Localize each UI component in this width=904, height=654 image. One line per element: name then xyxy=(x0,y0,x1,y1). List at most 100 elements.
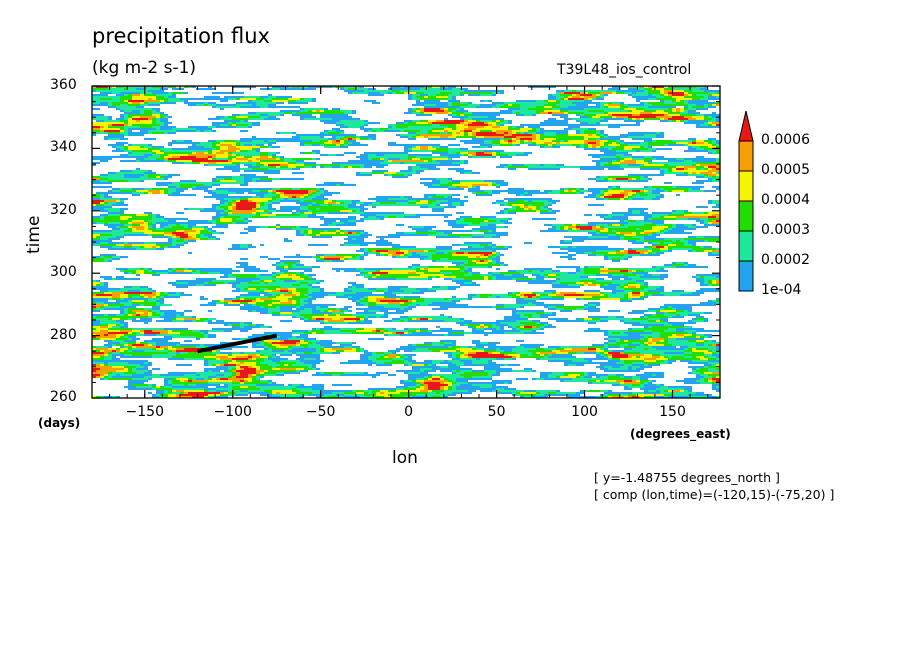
field-cell xyxy=(288,364,292,366)
field-cell xyxy=(536,106,544,108)
field-cell xyxy=(268,106,300,108)
field-cell xyxy=(544,134,556,136)
field-cell xyxy=(108,346,112,348)
field-cell xyxy=(696,94,708,96)
field-cell xyxy=(268,140,276,142)
field-cell xyxy=(716,118,720,120)
field-cell xyxy=(156,120,160,122)
field-cell xyxy=(620,258,624,260)
field-cell xyxy=(348,282,356,284)
field-cell xyxy=(220,216,224,218)
field-cell xyxy=(596,114,608,116)
field-cell xyxy=(428,86,432,88)
field-cell xyxy=(476,152,484,154)
field-cell xyxy=(612,230,616,232)
field-cell xyxy=(496,124,500,126)
field-cell xyxy=(344,306,352,308)
field-cell xyxy=(252,156,260,158)
field-cell xyxy=(168,142,200,144)
field-cell xyxy=(304,320,320,322)
field-cell xyxy=(412,94,420,96)
field-cell xyxy=(332,86,336,88)
field-cell xyxy=(232,114,240,116)
field-cell xyxy=(680,360,692,362)
field-cell xyxy=(284,294,296,296)
field-cell xyxy=(704,340,708,342)
field-cell xyxy=(668,362,672,364)
field-cell xyxy=(120,114,124,116)
field-cell xyxy=(372,170,388,172)
field-cell xyxy=(124,308,128,310)
field-cell xyxy=(124,270,136,272)
field-cell xyxy=(100,194,104,196)
field-cell xyxy=(312,330,324,332)
field-cell xyxy=(688,146,692,148)
field-cell xyxy=(324,220,336,222)
field-cell xyxy=(444,334,448,336)
field-cell xyxy=(112,352,120,354)
field-cell xyxy=(680,108,684,110)
field-cell xyxy=(404,350,412,352)
field-cell xyxy=(272,360,280,362)
field-cell xyxy=(148,214,152,216)
field-cell xyxy=(628,196,632,198)
field-cell xyxy=(176,350,212,352)
field-cell xyxy=(456,350,460,352)
field-cell xyxy=(172,242,184,244)
field-cell xyxy=(464,324,468,326)
field-cell xyxy=(160,88,168,90)
field-cell xyxy=(508,128,520,130)
field-cell xyxy=(500,142,508,144)
field-cell xyxy=(388,216,396,218)
field-cell xyxy=(120,296,128,298)
field-cell xyxy=(220,206,228,208)
field-cell xyxy=(140,364,152,366)
field-cell xyxy=(164,246,168,248)
field-cell xyxy=(612,116,616,118)
field-cell xyxy=(276,280,284,282)
field-cell xyxy=(616,230,644,232)
field-cell xyxy=(156,128,160,130)
field-cell xyxy=(104,256,112,258)
field-cell xyxy=(596,196,600,198)
field-cell xyxy=(104,304,108,306)
field-cell xyxy=(648,178,652,180)
field-cell xyxy=(92,162,100,164)
field-cell xyxy=(348,140,356,142)
field-cell xyxy=(144,88,160,90)
field-cell xyxy=(296,272,300,274)
field-cell xyxy=(532,296,536,298)
field-cell xyxy=(544,274,548,276)
field-cell xyxy=(272,348,288,350)
field-cell xyxy=(156,294,160,296)
field-cell xyxy=(184,238,196,240)
field-cell xyxy=(700,98,708,100)
field-cell xyxy=(436,252,444,254)
field-cell xyxy=(340,166,344,168)
field-cell xyxy=(232,122,236,124)
field-cell xyxy=(716,140,720,142)
field-cell xyxy=(296,290,308,292)
field-cell xyxy=(640,334,660,336)
field-cell xyxy=(716,174,720,176)
field-cell xyxy=(96,316,148,318)
field-cell xyxy=(496,166,504,168)
field-cell xyxy=(496,304,504,306)
field-cell xyxy=(204,336,208,338)
field-cell xyxy=(96,90,148,92)
field-cell xyxy=(240,338,248,340)
field-cell xyxy=(624,154,632,156)
field-cell xyxy=(128,318,132,320)
field-cell xyxy=(360,270,376,272)
field-cell xyxy=(512,328,516,330)
field-cell xyxy=(288,100,296,102)
field-cell xyxy=(412,148,420,150)
field-cell xyxy=(100,130,104,132)
field-cell xyxy=(360,210,364,212)
field-cell xyxy=(132,144,148,146)
field-cell xyxy=(248,310,252,312)
field-cell xyxy=(164,96,168,98)
field-cell xyxy=(404,86,424,88)
field-cell xyxy=(704,174,708,176)
field-cell xyxy=(488,256,492,258)
